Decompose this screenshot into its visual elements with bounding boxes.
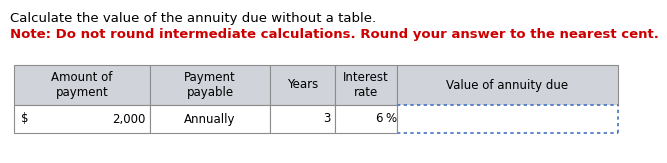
Text: $: $ — [21, 112, 28, 126]
Text: 3: 3 — [323, 112, 331, 126]
Text: Years: Years — [287, 79, 318, 91]
Bar — [397, 65, 618, 105]
Bar — [14, 105, 150, 133]
Bar — [150, 65, 270, 105]
Text: Annually: Annually — [184, 112, 235, 126]
Text: Value of annuity due: Value of annuity due — [446, 79, 568, 91]
Text: Amount of
payment: Amount of payment — [51, 71, 113, 99]
Bar — [335, 65, 397, 105]
Text: %: % — [385, 112, 396, 126]
Text: 2,000: 2,000 — [113, 112, 146, 126]
Bar — [397, 105, 618, 133]
Bar — [14, 65, 150, 105]
Text: Payment
payable: Payment payable — [184, 71, 236, 99]
Text: Interest
rate: Interest rate — [343, 71, 389, 99]
Text: Calculate the value of the annuity due without a table.: Calculate the value of the annuity due w… — [10, 12, 376, 25]
Bar — [270, 65, 335, 105]
Bar — [270, 105, 335, 133]
Bar — [335, 105, 397, 133]
Text: 6: 6 — [375, 112, 382, 126]
Bar — [150, 105, 270, 133]
Text: Note: Do not round intermediate calculations. Round your answer to the nearest c: Note: Do not round intermediate calculat… — [10, 28, 659, 41]
